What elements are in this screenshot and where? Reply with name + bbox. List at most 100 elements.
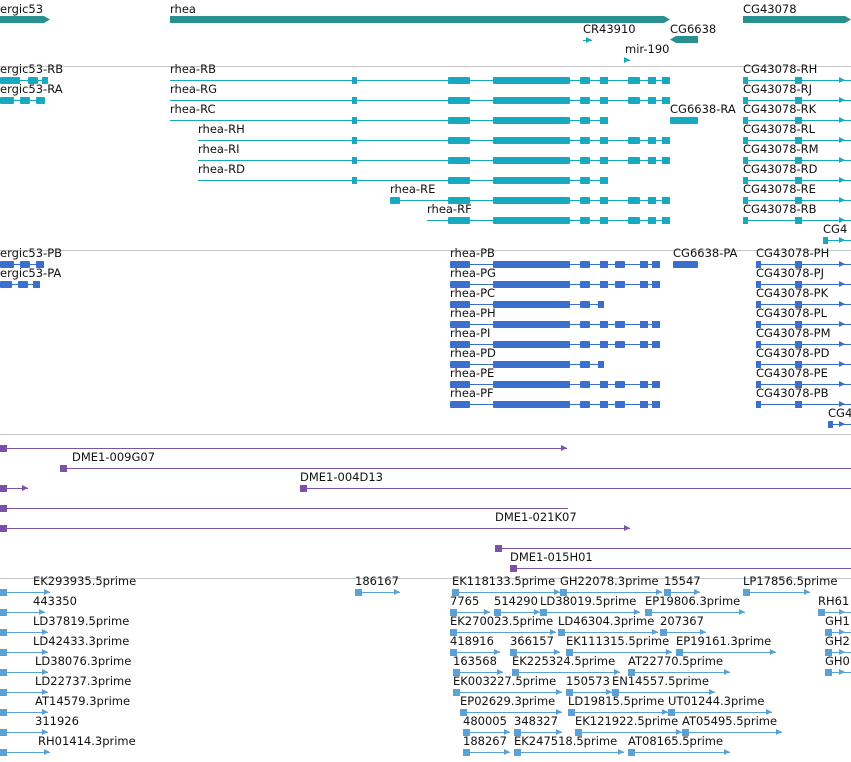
feature-line[interactable] xyxy=(60,468,851,469)
align-start-tick xyxy=(450,629,457,636)
align-start-tick xyxy=(0,505,7,512)
feature-label: 188267 xyxy=(463,734,507,748)
feature-line[interactable] xyxy=(170,100,670,101)
feature-line[interactable] xyxy=(540,612,640,613)
strand-arrow-icon xyxy=(42,649,48,655)
align-start-tick xyxy=(300,485,307,492)
feature-line[interactable] xyxy=(300,488,851,489)
feature-line[interactable] xyxy=(668,712,772,713)
feature-line[interactable] xyxy=(0,528,630,529)
feature-line[interactable] xyxy=(628,752,730,753)
feature-line[interactable] xyxy=(514,752,624,753)
feature-line[interactable] xyxy=(170,120,608,121)
feature-line[interactable] xyxy=(664,592,700,593)
feature-line[interactable] xyxy=(0,732,48,733)
strand-arrow-icon xyxy=(44,749,50,755)
feature-label: rhea-PH xyxy=(450,306,496,320)
gene-bar[interactable] xyxy=(670,36,698,43)
feature-line[interactable] xyxy=(825,672,851,673)
feature-line[interactable] xyxy=(825,632,851,633)
feature-line[interactable] xyxy=(682,732,782,733)
feature-line[interactable] xyxy=(514,732,562,733)
feature-line[interactable] xyxy=(452,592,560,593)
feature-line[interactable] xyxy=(453,672,503,673)
feature-line[interactable] xyxy=(494,612,540,613)
feature-line[interactable] xyxy=(450,612,490,613)
exon-block xyxy=(648,77,656,84)
align-start-tick xyxy=(510,565,517,572)
feature-line[interactable] xyxy=(510,568,851,569)
feature-line[interactable] xyxy=(756,404,851,405)
feature-line[interactable] xyxy=(0,712,48,713)
align-start-tick xyxy=(0,485,7,492)
exon-block xyxy=(450,401,470,408)
feature-line[interactable] xyxy=(756,304,851,305)
feature-line[interactable] xyxy=(0,508,568,509)
feature-line[interactable] xyxy=(512,672,620,673)
feature-line[interactable] xyxy=(818,612,851,613)
exon-block xyxy=(352,137,357,144)
feature-line[interactable] xyxy=(450,652,500,653)
feature-line[interactable] xyxy=(560,592,662,593)
exon-block xyxy=(615,401,625,408)
feature-line[interactable] xyxy=(495,548,851,549)
feature-line[interactable] xyxy=(645,612,745,613)
feature-line[interactable] xyxy=(0,612,45,613)
feature-line[interactable] xyxy=(0,80,48,81)
strand-arrow-icon xyxy=(0,77,6,83)
feature-line[interactable] xyxy=(660,632,706,633)
feature-line[interactable] xyxy=(0,632,48,633)
feature-line[interactable] xyxy=(510,652,560,653)
feature-line[interactable] xyxy=(0,752,50,753)
feature-line[interactable] xyxy=(756,264,851,265)
exon-block xyxy=(628,217,640,224)
feature-line[interactable] xyxy=(823,240,851,241)
feature-line[interactable] xyxy=(628,672,730,673)
feature-label: CG43078-RB xyxy=(743,202,817,216)
strand-arrow-icon xyxy=(624,57,630,63)
feature-line[interactable] xyxy=(0,672,48,673)
exon-block xyxy=(28,77,38,84)
exon-block xyxy=(795,381,802,388)
feature-line[interactable] xyxy=(453,692,562,693)
gene-bar[interactable] xyxy=(743,16,851,23)
exon-block xyxy=(648,157,656,164)
feature-line[interactable] xyxy=(170,80,670,81)
strand-arrow-icon xyxy=(839,261,845,267)
feature-line[interactable] xyxy=(460,712,562,713)
strand-arrow-icon xyxy=(556,729,562,735)
feature-line[interactable] xyxy=(198,160,670,161)
feature-line[interactable] xyxy=(756,344,851,345)
feature-line[interactable] xyxy=(463,732,510,733)
feature-line[interactable] xyxy=(0,488,28,489)
feature-line[interactable] xyxy=(0,448,567,449)
feature-line[interactable] xyxy=(0,652,48,653)
feature-line[interactable] xyxy=(756,384,851,385)
feature-line[interactable] xyxy=(198,140,670,141)
feature-line[interactable] xyxy=(612,692,715,693)
feature-line[interactable] xyxy=(676,652,776,653)
strand-arrow-icon xyxy=(694,589,700,595)
align-start-tick xyxy=(628,669,635,676)
feature-line[interactable] xyxy=(756,324,851,325)
feature-line[interactable] xyxy=(756,364,851,365)
feature-line[interactable] xyxy=(568,712,668,713)
feature-line[interactable] xyxy=(558,632,658,633)
strand-arrow-icon xyxy=(724,749,730,755)
feature-line[interactable] xyxy=(566,692,612,693)
gene-bar[interactable] xyxy=(170,16,670,23)
feature-line[interactable] xyxy=(825,652,851,653)
feature-line[interactable] xyxy=(566,652,672,653)
feature-line[interactable] xyxy=(198,180,608,181)
feature-line[interactable] xyxy=(0,692,48,693)
align-start-tick xyxy=(453,689,460,696)
track-separator xyxy=(0,578,851,579)
feature-line[interactable] xyxy=(575,732,682,733)
feature-line[interactable] xyxy=(743,592,810,593)
gene-bar[interactable] xyxy=(0,16,50,23)
feature-line[interactable] xyxy=(463,752,510,753)
feature-line[interactable] xyxy=(450,632,556,633)
feature-line[interactable] xyxy=(0,592,50,593)
feature-line[interactable] xyxy=(756,284,851,285)
feature-line[interactable] xyxy=(355,592,400,593)
